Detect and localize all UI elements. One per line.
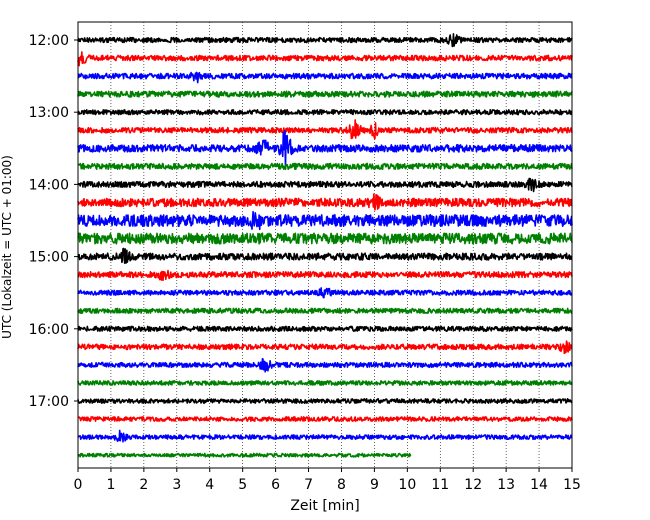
- trace-1500: [77, 247, 573, 264]
- x-axis-ticks: 0 1 2 3 4 5 6 7 8 9 10 11 12 13 14 15: [74, 468, 581, 493]
- trace-1730: [77, 429, 573, 443]
- trace-1415: [77, 193, 573, 211]
- x-tick-label: 12: [464, 477, 482, 493]
- x-tick-label: 15: [563, 477, 581, 493]
- trace-1745: [77, 452, 412, 458]
- x-tick-label: 2: [139, 477, 148, 493]
- trace-1430: [77, 210, 573, 231]
- traces: [77, 32, 573, 458]
- y-tick-label: 14:00: [29, 177, 69, 193]
- trace-1700: [77, 398, 573, 404]
- y-tick-label: 13:00: [29, 105, 69, 121]
- y-tick-label: 12:00: [29, 33, 69, 49]
- trace-1645: [77, 380, 573, 386]
- trace-1545: [77, 307, 573, 314]
- y-axis-ticks: 12:00 13:00 14:00 15:00 16:00 17:00: [29, 33, 78, 410]
- x-tick-label: 13: [497, 477, 515, 493]
- x-tick-label: 11: [431, 477, 449, 493]
- trace-1315: [77, 119, 573, 140]
- trace-1245: [77, 90, 573, 98]
- x-tick-label: 4: [205, 477, 214, 493]
- x-tick-label: 10: [398, 477, 416, 493]
- trace-1600: [77, 325, 573, 332]
- y-tick-label: 16:00: [29, 322, 69, 338]
- x-tick-label: 14: [530, 477, 548, 493]
- trace-1400: [77, 177, 573, 193]
- y-tick-label: 15:00: [29, 250, 69, 266]
- trace-1215: [77, 51, 573, 67]
- plot-frame: [77, 21, 573, 469]
- trace-1530: [77, 287, 573, 299]
- x-tick-label: 5: [238, 477, 247, 493]
- trace-1200: [77, 32, 573, 48]
- x-tick-label: 1: [106, 477, 115, 493]
- x-tick-label: 9: [370, 477, 379, 493]
- x-axis-label: Zeit [min]: [290, 498, 359, 514]
- x-tick-label: 8: [337, 477, 346, 493]
- x-tick-label: 7: [304, 477, 313, 493]
- y-tick-label: 17:00: [29, 394, 69, 410]
- trace-1715: [77, 416, 573, 422]
- x-tick-label: 0: [74, 477, 83, 493]
- y-axis-label: UTC (Lokalzeit = UTC + 01:00): [0, 155, 14, 339]
- trace-1330: [77, 129, 573, 170]
- trace-1300: [77, 109, 573, 116]
- grid: [110, 22, 540, 468]
- x-tick-label: 3: [172, 477, 181, 493]
- trace-1445: [77, 232, 573, 245]
- trace-1515: [77, 269, 573, 282]
- trace-1630: [77, 358, 573, 373]
- trace-1615: [77, 340, 573, 355]
- x-tick-label: 6: [271, 477, 280, 493]
- trace-1345: [77, 162, 573, 171]
- trace-1230: [77, 71, 573, 84]
